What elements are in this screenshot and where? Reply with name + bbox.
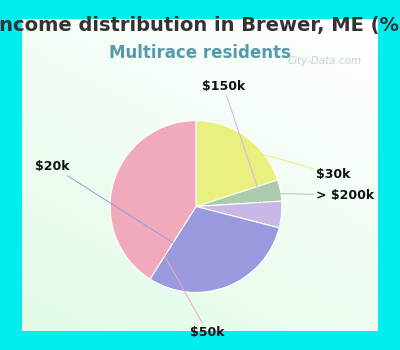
Text: > $200k: > $200k (265, 189, 374, 202)
Wedge shape (150, 206, 279, 292)
Wedge shape (196, 180, 282, 206)
Text: Multirace residents: Multirace residents (109, 44, 291, 62)
Text: $50k: $50k (126, 186, 225, 339)
Text: $150k: $150k (202, 80, 266, 213)
Wedge shape (196, 121, 278, 206)
Wedge shape (196, 201, 282, 228)
Text: City-Data.com: City-Data.com (288, 56, 362, 66)
Text: Income distribution in Brewer, ME (%): Income distribution in Brewer, ME (%) (0, 16, 400, 35)
Text: $30k: $30k (239, 147, 351, 181)
Text: $20k: $20k (36, 160, 223, 274)
Wedge shape (110, 121, 196, 279)
